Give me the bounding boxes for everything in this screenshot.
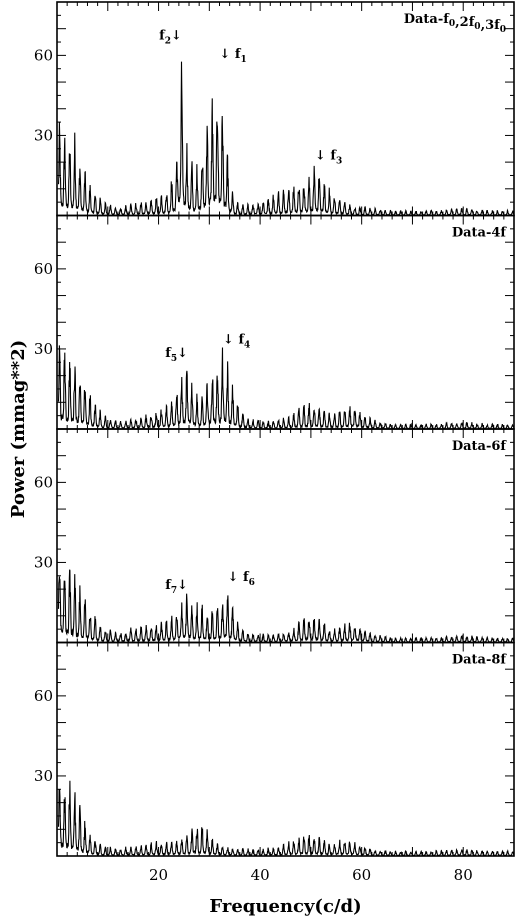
x-tick-labels: 20 40 60 80 [149,866,473,884]
x-tick-label: 20 [149,866,168,884]
panel-label: Data-8f [452,653,508,668]
spectrum-line [57,345,515,430]
panel-label: Data-4f [452,226,508,241]
panel-frame [56,641,515,857]
peak-annotation: f7↓ [165,578,188,596]
panel: 30 60 Data-f0,2f0,3f0 f2↓ ↓ f1 ↓ f3 [34,1,515,217]
panel-label: Data-f0,2f0,3f0 [404,12,506,35]
y-tick-label: 60 [34,46,53,64]
peak-annotation: ↓ f6 [228,570,255,588]
panel-frame [56,214,515,430]
y-tick-label: 30 [34,767,53,785]
peak-annotation: f5↓ [165,346,188,364]
y-tick-label: 30 [34,553,53,571]
x-tick-label: 60 [352,866,371,884]
y-tick-label: 60 [34,260,53,278]
y-tick-label: 30 [34,126,53,144]
x-tick-label: 40 [251,866,270,884]
y-tick-label: 60 [34,473,53,491]
spectrum-line [57,61,515,216]
y-tick-label: 30 [34,340,53,358]
panel: 30 60 Data-8f [34,641,515,857]
panel: 30 60 Data-6f f7↓ ↓ f6 [34,428,515,644]
peak-annotation: ↓ f3 [315,148,342,166]
peak-annotation: f2↓ [159,28,182,46]
panel-frame [56,428,515,644]
panel: 30 60 Data-4f f5↓ ↓ f4 [34,214,515,430]
y-axis-title: Power (mmag**2) [8,340,29,518]
panel-frame [56,1,515,217]
panels-group: 30 60 Data-f0,2f0,3f0 f2↓ ↓ f1 ↓ f3 30 60 Data-4… [34,1,515,857]
x-tick-label: 80 [454,866,473,884]
spectrum-line [57,780,515,857]
peak-annotation: ↓ f1 [219,47,246,65]
x-axis-title: Frequency(c/d) [209,896,361,917]
peak-annotation: ↓ f4 [223,333,250,351]
panel-label: Data-6f [452,439,508,454]
spectrum-line [57,569,515,644]
y-tick-label: 60 [34,687,53,705]
